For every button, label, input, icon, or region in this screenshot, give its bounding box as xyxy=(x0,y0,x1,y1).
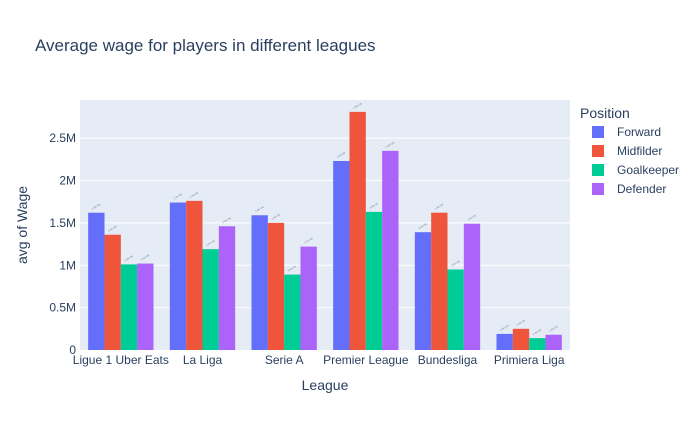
bar-goalkeeper xyxy=(447,269,464,350)
data-label: 2.2e+06 xyxy=(336,150,347,158)
data-label: 1.4e+06 xyxy=(107,224,118,232)
y-axis-ticks: 0 0.5M 1M 1.5M 2M 2.5M xyxy=(49,131,76,357)
legend-swatch[interactable] xyxy=(592,164,604,176)
plot-area xyxy=(80,100,570,350)
legend-swatch[interactable] xyxy=(592,126,604,138)
y-tick-label: 0 xyxy=(69,343,76,357)
data-label: 1.0e+06 xyxy=(124,254,135,262)
data-label: 1.0e+06 xyxy=(140,253,151,261)
y-tick-label: 1M xyxy=(59,258,76,272)
x-tick-label: Ligue 1 Uber Eats xyxy=(73,353,169,367)
legend-title: Position xyxy=(580,105,630,121)
legend-item-defender[interactable]: Defender xyxy=(617,182,666,196)
x-tick-label: Primiera Liga xyxy=(494,353,565,367)
x-axis-ticks: Ligue 1 Uber Eats La Liga Serie A Premier L… xyxy=(73,353,565,367)
y-tick-label: 0.5M xyxy=(49,301,76,315)
data-label: 1.6e+06 xyxy=(369,201,380,209)
data-label: 1.4e+05 xyxy=(532,328,543,336)
y-tick-label: 1.5M xyxy=(49,216,76,230)
data-label: 1.9e+05 xyxy=(499,323,510,331)
legend-item-midfilder[interactable]: Midfilder xyxy=(617,144,662,158)
bar-forward xyxy=(169,202,187,350)
data-label: 1.7e+06 xyxy=(173,192,184,200)
legend-item-forward[interactable]: Forward xyxy=(617,125,661,139)
x-tick-label: Bundesliga xyxy=(418,353,478,367)
data-label: 2.8e+06 xyxy=(352,101,363,109)
bar-defender xyxy=(382,150,399,350)
legend-item-goalkeeper[interactable]: Goalkeeper xyxy=(617,163,679,177)
y-axis-title: avg of Wage xyxy=(14,186,30,264)
data-label: 2.5e+05 xyxy=(516,318,527,326)
bar-forward xyxy=(88,212,105,350)
bar-goalkeeper xyxy=(284,274,301,350)
data-label: 1.5e+06 xyxy=(467,213,478,221)
bar-goalkeeper xyxy=(365,211,383,350)
bar-forward xyxy=(414,232,432,350)
data-label: 1.2e+06 xyxy=(205,239,216,247)
bar-goalkeeper xyxy=(202,249,219,350)
gridlines xyxy=(80,137,570,309)
bar-midfilder xyxy=(512,328,530,350)
x-tick-label: La Liga xyxy=(183,353,223,367)
data-label: 2.4e+06 xyxy=(385,140,396,148)
data-label: 1.5e+06 xyxy=(222,216,233,224)
bars xyxy=(88,111,562,350)
bar-midfilder xyxy=(431,212,448,350)
x-tick-label: Serie A xyxy=(265,353,304,367)
y-tick-label: 2.5M xyxy=(49,131,76,145)
data-label: 9.5e+05 xyxy=(450,259,461,267)
data-labels: 1.6e+06 1.4e+06 1.0e+06 1.0e+06 1.7e+06 1.8e+… xyxy=(91,101,559,336)
data-label: 1.6e+06 xyxy=(254,205,265,213)
bar-defender xyxy=(218,226,236,350)
bar-midfilder xyxy=(104,234,121,350)
data-label: 1.5e+06 xyxy=(271,212,282,220)
x-axis-title: League xyxy=(302,377,349,393)
bar-forward xyxy=(251,215,268,350)
bar-defender xyxy=(137,263,154,350)
bar-defender xyxy=(463,223,481,350)
data-label: 1.2e+06 xyxy=(303,236,314,244)
data-label: 1.8e+05 xyxy=(548,324,559,332)
bar-defender xyxy=(300,246,317,350)
data-label: 1.4e+06 xyxy=(418,222,429,230)
legend-swatch[interactable] xyxy=(592,183,604,195)
data-label: 1.8e+06 xyxy=(189,190,200,198)
bar-goalkeeper xyxy=(529,338,546,350)
data-label: 1.6e+06 xyxy=(434,202,445,210)
bar-goalkeeper xyxy=(120,264,138,350)
bar-defender xyxy=(545,334,562,350)
legend-swatch[interactable] xyxy=(592,145,604,157)
bar-midfilder xyxy=(349,111,366,350)
x-tick-label: Premier League xyxy=(323,353,409,367)
data-label: 1.6e+06 xyxy=(91,202,102,210)
chart-title: Average wage for players in different le… xyxy=(35,36,376,55)
bar-forward xyxy=(333,161,350,350)
bar-midfilder xyxy=(186,200,203,350)
legend: Position Forward Midfilder Goalkeeper Defen… xyxy=(580,105,679,196)
bar-midfilder xyxy=(267,222,285,350)
y-tick-label: 2M xyxy=(59,174,76,188)
bar-forward xyxy=(496,333,513,350)
data-label: 8.9e+05 xyxy=(287,264,298,272)
